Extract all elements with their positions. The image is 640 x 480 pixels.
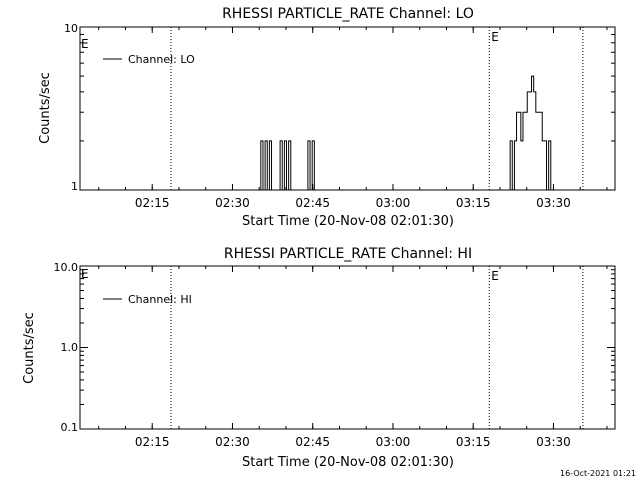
panel-hi-legend-label: Channel: HI (128, 293, 192, 306)
panel-lo: RHESSI PARTICLE_RATE Channel: LO E Chann… (38, 6, 615, 229)
panel-lo-x-tick-label: 02:30 (215, 196, 250, 210)
panel-hi-event-marker-label: E (491, 269, 499, 283)
panel-lo-series (257, 76, 562, 190)
panel-lo-x-tick-label: 03:00 (376, 196, 411, 210)
panel-hi-x-tick-label: 02:45 (295, 435, 330, 449)
panel-lo-y-tick-label-10: 10 (64, 22, 78, 35)
panel-lo-legend-label: Channel: LO (128, 53, 195, 66)
panel-lo-x-tick-label: 03:15 (456, 196, 491, 210)
panel-hi-plot-frame (80, 266, 615, 429)
panel-lo-plot-frame (80, 27, 615, 190)
panel-lo-x-tick-label: 02:45 (295, 196, 330, 210)
panel-lo-x-tick-label: 03:30 (536, 196, 571, 210)
panel-hi-x-tick-label: 03:30 (536, 435, 571, 449)
panel-hi-y-tick-label-10: 10.0 (54, 261, 79, 274)
panel-lo-left-edge-marker: E (81, 37, 89, 51)
panel-hi-legend: Channel: HI (103, 293, 192, 306)
panel-hi-y-tick-label-0.1: 0.1 (61, 421, 79, 434)
panel-lo-y-tick-label-1: 1 (71, 180, 78, 193)
panel-hi: RHESSI PARTICLE_RATE Channel: HI E Chann… (22, 246, 615, 470)
panel-lo-legend: Channel: LO (103, 53, 195, 66)
panel-hi-x-tick-label: 02:30 (215, 435, 250, 449)
panel-lo-title: RHESSI PARTICLE_RATE Channel: LO (222, 6, 474, 22)
panel-lo-event-markers: E (171, 27, 583, 190)
panel-lo-series-line (257, 76, 562, 190)
panel-hi-event-markers: E (171, 266, 583, 429)
footer-timestamp: 16-Oct-2021 01:21 (560, 469, 636, 478)
panel-lo-y-axis-label: Counts/sec (38, 72, 53, 144)
panel-hi-x-tick-label: 03:15 (456, 435, 491, 449)
panel-lo-event-marker-label: E (491, 30, 499, 44)
panel-hi-y-tick-label-1: 1.0 (61, 341, 79, 354)
panel-lo-x-axis-label: Start Time (20-Nov-08 02:01:30) (242, 214, 454, 229)
panel-lo-x-tick-label: 02:15 (135, 196, 170, 210)
panel-hi-x-tick-label: 03:00 (376, 435, 411, 449)
panel-hi-y-axis-label: Counts/sec (22, 312, 37, 384)
panel-hi-title: RHESSI PARTICLE_RATE Channel: HI (224, 246, 472, 262)
panel-hi-x-axis-label: Start Time (20-Nov-08 02:01:30) (242, 455, 454, 470)
panel-hi-x-tick-label: 02:15 (135, 435, 170, 449)
